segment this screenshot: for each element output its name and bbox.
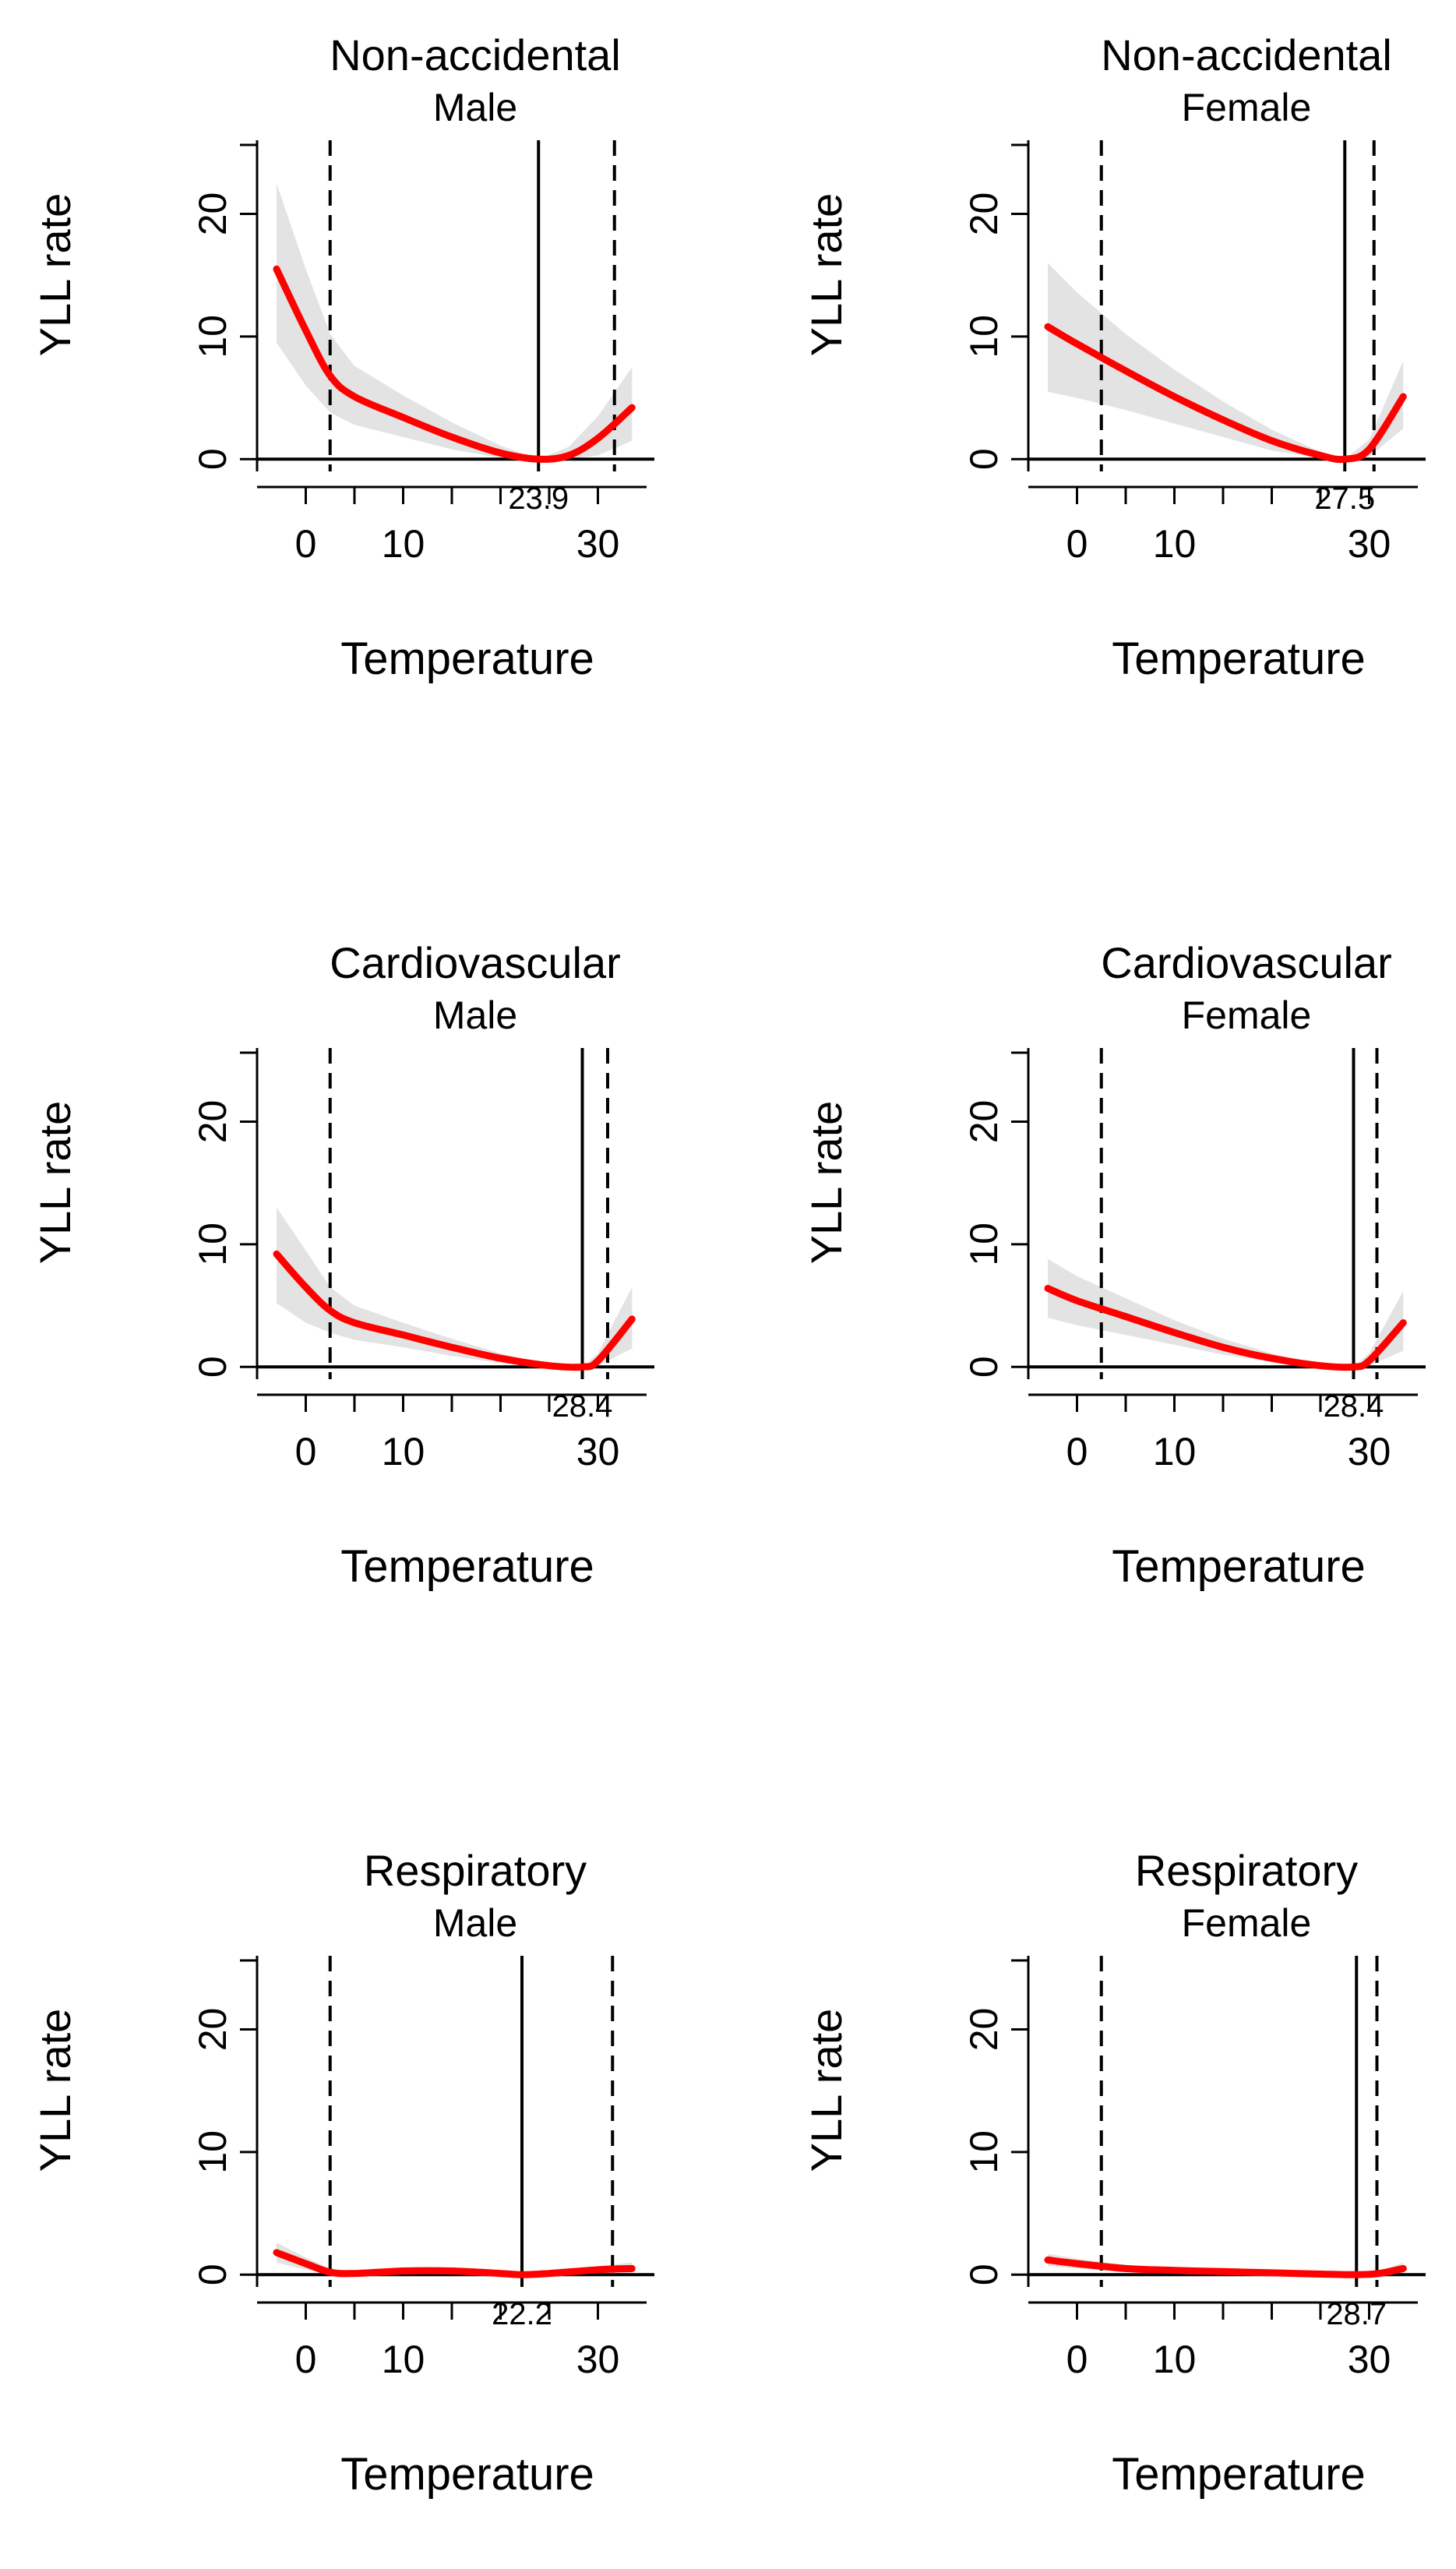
x-tick-label: 30 [576, 2338, 620, 2381]
x-tick-label: 10 [1153, 1430, 1197, 1473]
x-tick-label: 10 [1153, 2338, 1197, 2381]
y-tick-label: 10 [191, 315, 234, 358]
x-tick-label: 10 [382, 522, 425, 566]
x-axis-title: Temperature [340, 2449, 594, 2500]
panel-subtitle: Male [433, 993, 517, 1037]
y-tick-label: 10 [191, 2130, 234, 2174]
x-tick-label: 30 [1348, 1430, 1391, 1473]
y-tick-label: 10 [962, 1223, 1006, 1266]
y-tick-label: 20 [962, 2008, 1006, 2052]
x-tick-label: 10 [382, 2338, 425, 2381]
panel-subtitle: Male [433, 86, 517, 129]
y-tick-label: 20 [191, 1100, 234, 1144]
panel-title: Respiratory [364, 1846, 587, 1895]
panel-subtitle: Female [1182, 1901, 1312, 1945]
x-tick-label: 0 [1066, 1430, 1088, 1473]
y-tick-label: 0 [962, 1356, 1006, 1378]
y-axis-title: YLL rate [802, 1101, 851, 1265]
response-curve [273, 265, 636, 463]
x-tick-label: 0 [1066, 522, 1088, 566]
x-tick-label: 30 [1348, 522, 1391, 566]
panel-title: Cardiovascular [330, 938, 621, 987]
y-tick-label: 0 [191, 448, 234, 470]
response-curve [1044, 323, 1407, 464]
x-tick-label: 30 [576, 1430, 620, 1473]
y-tick-label: 20 [191, 192, 234, 236]
y-tick-label: 20 [962, 1100, 1006, 1144]
panel-title: Non-accidental [330, 30, 621, 79]
y-tick-label: 10 [191, 1223, 234, 1266]
panel-title: Non-accidental [1101, 30, 1392, 79]
y-axis-title: YLL rate [30, 1101, 79, 1265]
x-tick-label: 0 [295, 2338, 317, 2381]
y-axis-title: YLL rate [30, 2009, 79, 2172]
panel-subtitle: Female [1182, 86, 1312, 129]
x-tick-label: 10 [382, 1430, 425, 1473]
response-curve [273, 1250, 636, 1371]
y-tick-label: 0 [191, 1356, 234, 1378]
x-axis-title: Temperature [1112, 2449, 1366, 2500]
x-tick-label: 0 [295, 522, 317, 566]
x-tick-label: 0 [295, 1430, 317, 1473]
panel-subtitle: Female [1182, 993, 1312, 1037]
response-curve [273, 2249, 636, 2278]
y-tick-label: 0 [962, 2264, 1006, 2285]
response-curve [1044, 1285, 1407, 1371]
y-tick-label: 0 [962, 448, 1006, 470]
panel-title: Cardiovascular [1101, 938, 1392, 987]
confidence-band [1048, 263, 1404, 460]
x-axis-title: Temperature [1112, 1541, 1366, 1592]
x-tick-label: 30 [576, 522, 620, 566]
y-axis-title: YLL rate [802, 2009, 851, 2172]
y-tick-label: 20 [191, 2008, 234, 2052]
x-axis-title: Temperature [1112, 633, 1366, 684]
x-axis-title: Temperature [340, 1541, 594, 1592]
panel-subtitle: Male [433, 1901, 517, 1945]
x-axis-title: Temperature [340, 633, 594, 684]
y-axis-title: YLL rate [30, 193, 79, 357]
y-tick-label: 10 [962, 2130, 1006, 2174]
panel-title: Respiratory [1135, 1846, 1358, 1895]
y-tick-label: 20 [962, 192, 1006, 236]
x-tick-label: 30 [1348, 2338, 1391, 2381]
x-tick-label: 0 [1066, 2338, 1088, 2381]
y-tick-label: 10 [962, 315, 1006, 358]
x-tick-label: 10 [1153, 522, 1197, 566]
y-axis-title: YLL rate [802, 193, 851, 357]
response-curve [1044, 2256, 1407, 2278]
y-tick-label: 0 [191, 2264, 234, 2285]
confidence-band [277, 183, 633, 460]
